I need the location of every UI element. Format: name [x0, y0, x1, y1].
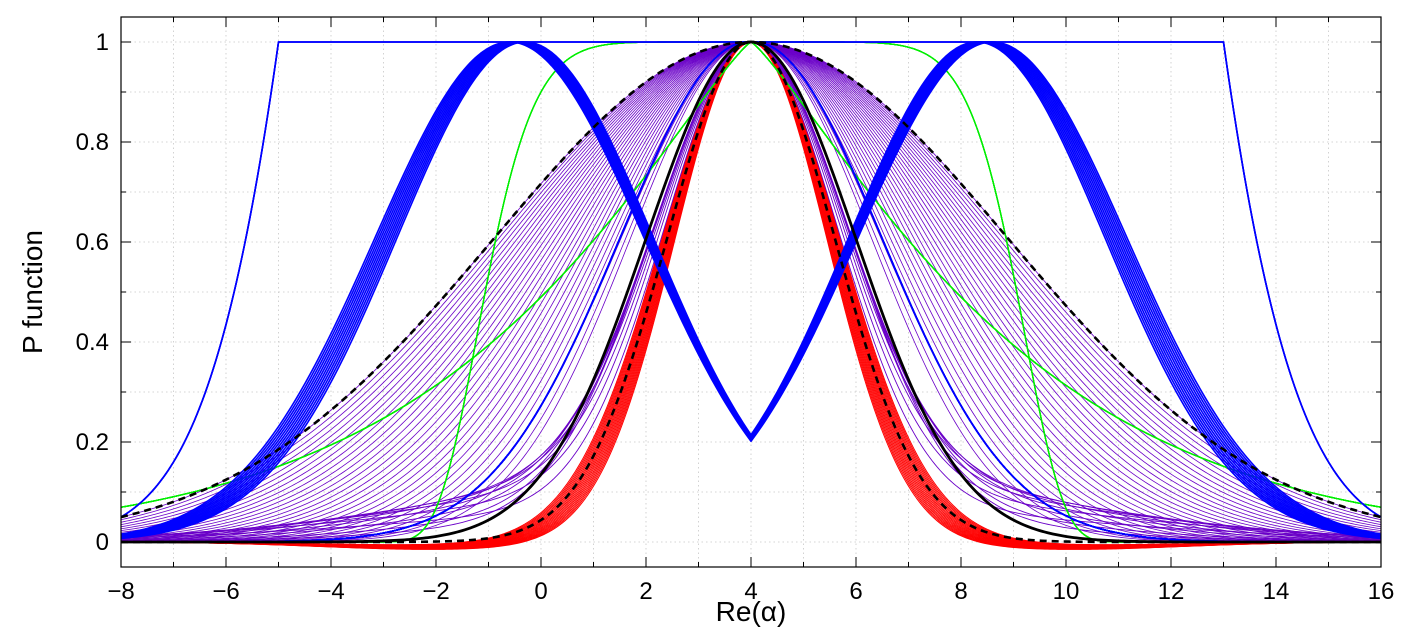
x-tick-label: 16 — [1368, 578, 1395, 605]
x-tick-label: 8 — [954, 578, 967, 605]
x-tick-label: 2 — [639, 578, 652, 605]
y-tick-label: 0.6 — [76, 229, 109, 256]
x-tick-label: 14 — [1263, 578, 1290, 605]
curves — [121, 40, 1381, 550]
y-axis-label: P function — [17, 230, 48, 354]
x-tick-label: −8 — [107, 578, 134, 605]
y-tick-label: 0.8 — [76, 129, 109, 156]
x-axis-label: Re(α) — [716, 596, 787, 627]
x-tick-label: −6 — [212, 578, 239, 605]
y-tick-label: 0.4 — [76, 329, 109, 356]
x-tick-label: 0 — [534, 578, 547, 605]
x-tick-label: 10 — [1053, 578, 1080, 605]
x-tick-label: 6 — [849, 578, 862, 605]
y-tick-label: 0 — [96, 529, 109, 556]
x-tick-label: −4 — [317, 578, 344, 605]
blue-curve — [121, 41, 1381, 535]
x-tick-label: 12 — [1158, 578, 1185, 605]
y-tick-label: 0.2 — [76, 429, 109, 456]
y-tick-label: 1 — [96, 29, 109, 56]
x-tick-label: −2 — [422, 578, 449, 605]
ticks: −8 −6 −4 −2 0 2 4 6 8 10 12 14 16 0 0.2 0.4 0.6 0.8 1 — [76, 17, 1395, 605]
x-tick-label: 4 — [744, 578, 757, 605]
black-gaussian-curve — [121, 40, 1381, 544]
